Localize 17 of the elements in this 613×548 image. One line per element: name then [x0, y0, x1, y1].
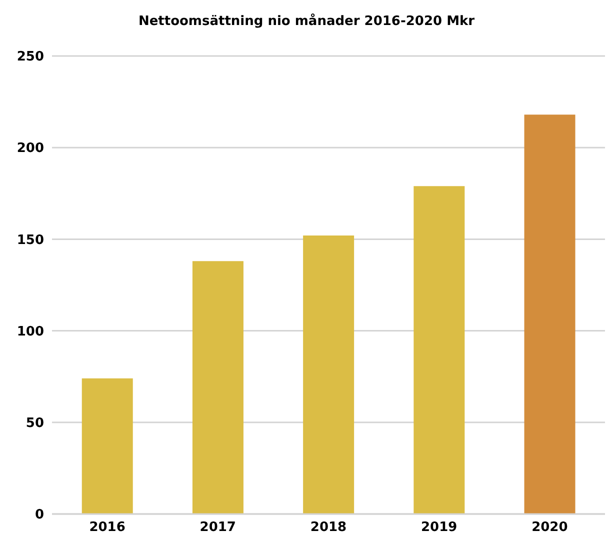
- x-tick-label: 2020: [532, 520, 568, 536]
- bar: [82, 378, 133, 514]
- y-tick-label: 150: [16, 232, 44, 248]
- y-tick-label: 100: [16, 324, 44, 340]
- chart-title: Nettoomsättning nio månader 2016-2020 Mkr: [137, 12, 476, 31]
- y-tick-label: 200: [16, 141, 44, 156]
- y-tick-label: 0: [34, 508, 44, 523]
- y-tick-label: 50: [26, 416, 44, 432]
- x-tick-label: 2017: [200, 520, 236, 536]
- x-tick-label: 2019: [421, 520, 458, 536]
- x-tick-label: 2016: [89, 520, 126, 536]
- y-tick-label: 250: [16, 50, 44, 65]
- bar: [192, 261, 244, 514]
- bar: [524, 114, 576, 514]
- bar: [303, 236, 354, 514]
- x-tick-label: 2018: [310, 520, 347, 536]
- bar: [414, 186, 465, 514]
